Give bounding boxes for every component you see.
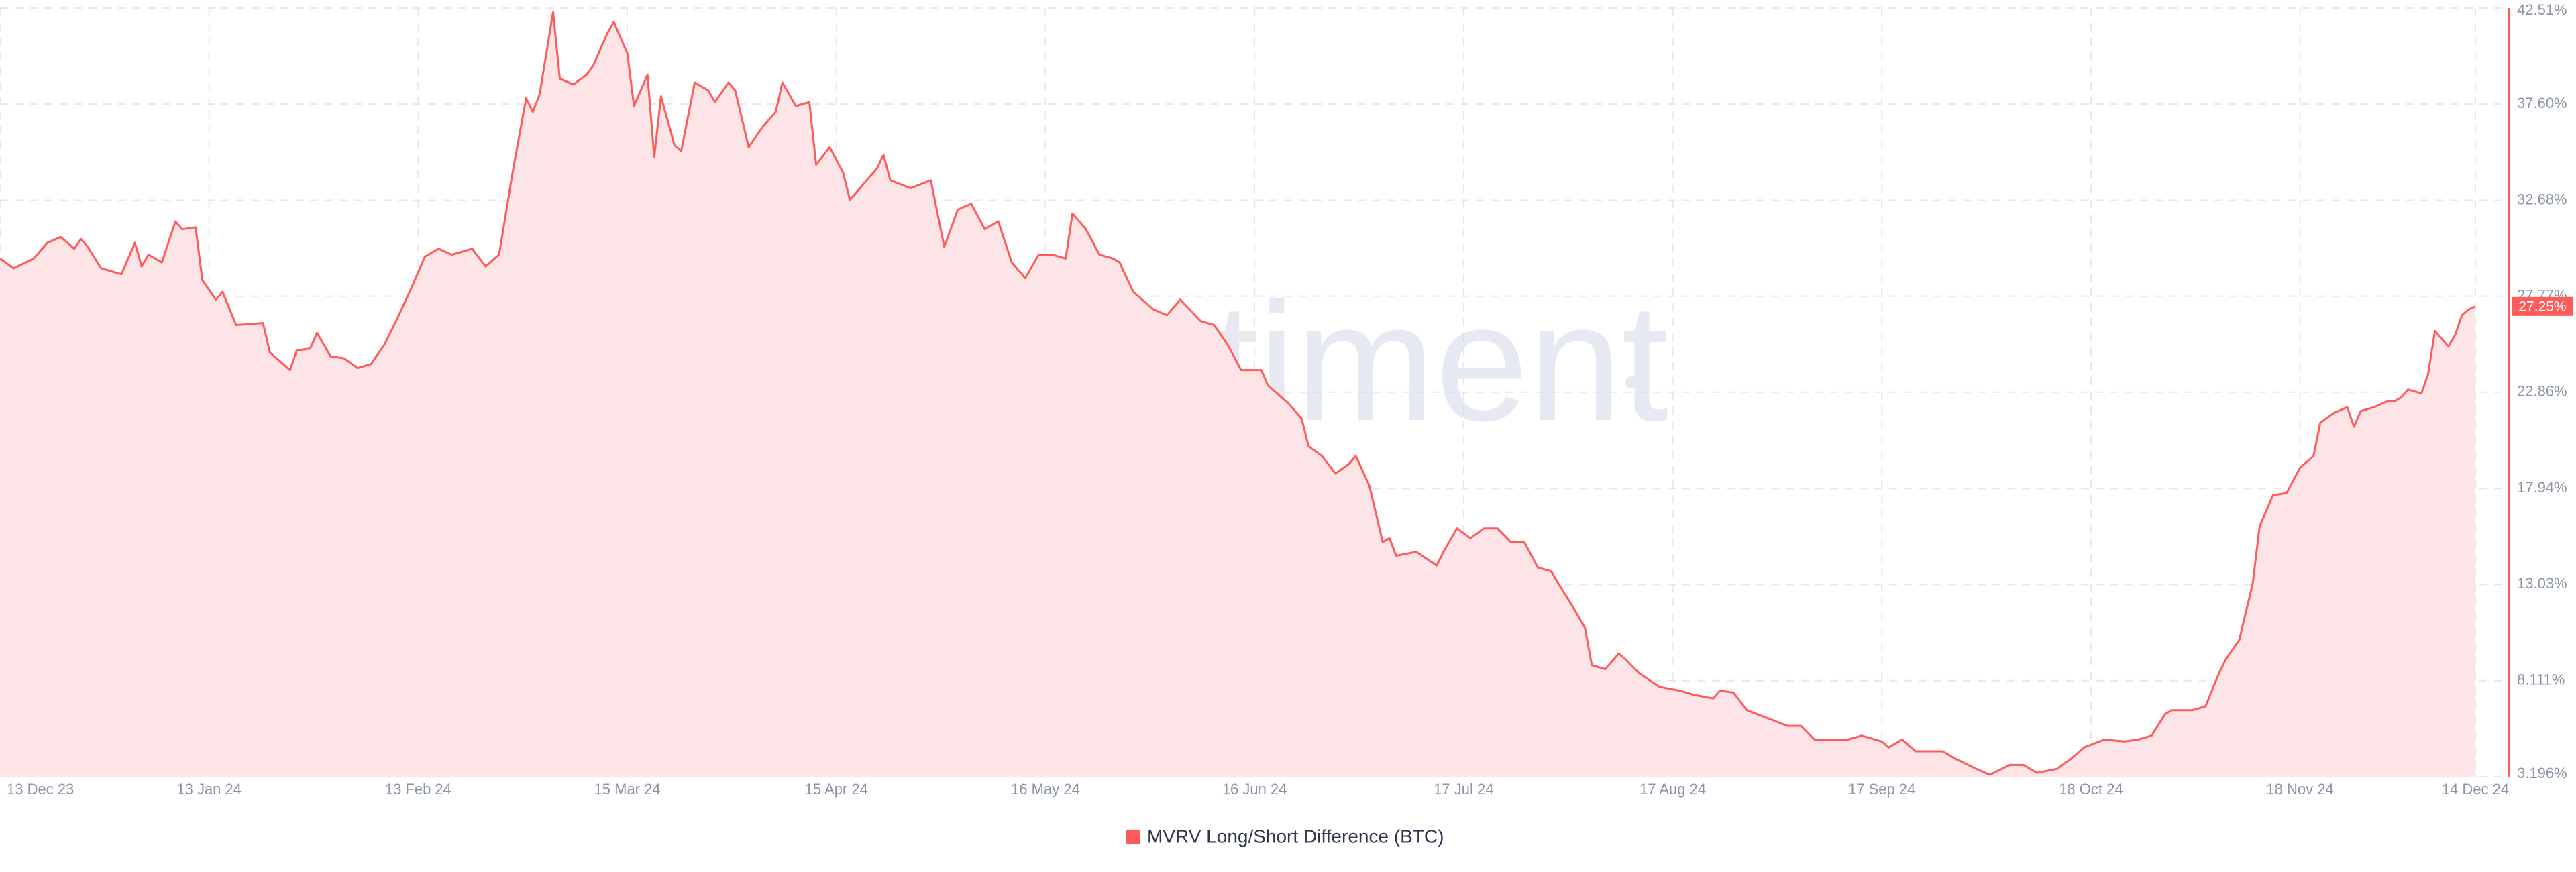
y-tick-label: 3.196% (2517, 765, 2567, 781)
x-tick-label: 13 Feb 24 (385, 781, 451, 798)
plot (0, 11, 2476, 777)
x-tick-label: 13 Jan 24 (176, 781, 241, 798)
x-tick-label: 15 Apr 24 (805, 781, 868, 798)
x-tick-label: 18 Nov 24 (2266, 781, 2333, 798)
x-tick-label: 17 Jul 24 (1434, 781, 1493, 798)
current-value-label: 27.25% (2518, 298, 2566, 314)
y-tick-label: 17.94% (2517, 479, 2567, 496)
legend-label: MVRV Long/Short Difference (BTC) (1147, 826, 1444, 847)
x-tick-label: 17 Sep 24 (1848, 781, 1915, 798)
y-tick-label: 32.68% (2517, 190, 2567, 207)
legend-swatch (1126, 830, 1140, 844)
y-tick-label: 8.111% (2517, 671, 2565, 688)
watermark-dot (1625, 376, 1638, 388)
x-tick-label: 16 Jun 24 (1222, 781, 1287, 798)
area-fill (0, 12, 2475, 777)
y-tick-label: 22.86% (2517, 383, 2567, 400)
x-tick-label: 17 Aug 24 (1640, 781, 1706, 798)
y-tick-label: 13.03% (2517, 575, 2567, 592)
current-value-tag (2512, 296, 2573, 316)
y-tick-label: 42.51% (2517, 1, 2567, 18)
y-tick-label: 37.60% (2517, 95, 2567, 111)
axes: 3.196%8.111%13.03%17.94%22.86%27.77%32.6… (7, 1, 2573, 798)
x-tick-label: 15 Mar 24 (594, 781, 661, 798)
x-tick-label: 14 Dec 24 (2442, 781, 2509, 798)
x-tick-label: 16 May 24 (1011, 781, 1080, 798)
x-tick-label: 18 Oct 24 (2059, 781, 2123, 798)
legend: MVRV Long/Short Difference (BTC) (1126, 826, 1444, 847)
x-tick-label: 13 Dec 23 (7, 781, 74, 798)
series-line (0, 11, 2476, 776)
